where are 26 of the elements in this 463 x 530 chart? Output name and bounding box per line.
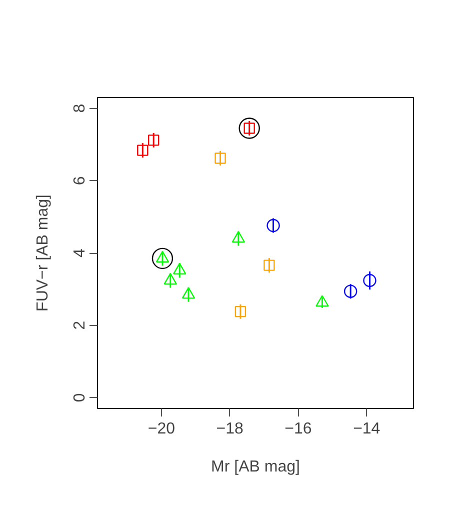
x-tick-label: −18	[216, 420, 244, 438]
point	[264, 260, 275, 271]
x-axis-title: Mr [AB mag]	[211, 458, 300, 476]
point	[214, 152, 226, 164]
point	[344, 284, 358, 298]
point	[316, 295, 329, 307]
point	[234, 306, 246, 318]
point	[172, 262, 186, 274]
y-tick-label: 4	[72, 248, 88, 258]
y-tick-label: 2	[72, 320, 88, 330]
point	[182, 287, 196, 299]
x-tick-label: −20	[148, 420, 176, 438]
point	[232, 231, 245, 243]
point	[266, 218, 280, 232]
point	[137, 144, 148, 156]
point	[152, 248, 174, 270]
point	[148, 134, 160, 146]
point	[238, 118, 260, 139]
point	[164, 272, 177, 285]
point	[363, 274, 376, 288]
y-tick-label: 0	[72, 393, 88, 402]
x-tick-label: −16	[284, 420, 312, 438]
x-tick-label: −14	[353, 420, 380, 438]
y-axis-title: FUV−r [AB mag]	[34, 194, 52, 312]
y-tick-label: 6	[72, 176, 88, 186]
y-tick-label: 8	[72, 104, 88, 113]
